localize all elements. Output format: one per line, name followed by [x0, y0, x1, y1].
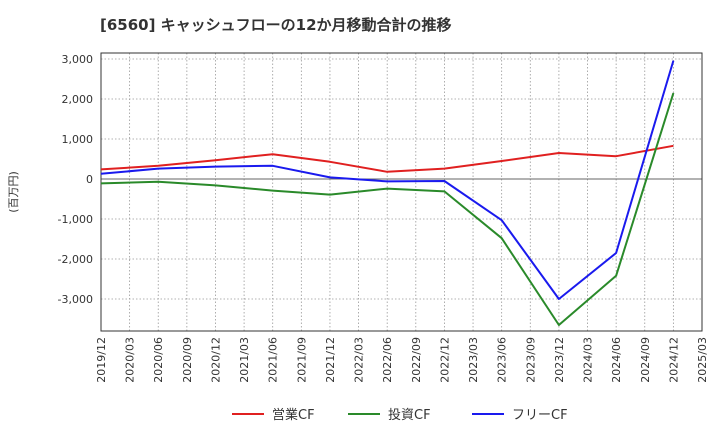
x-tick-label: 2021/12	[324, 337, 337, 383]
x-tick-label: 2024/06	[610, 337, 623, 383]
y-tick-label: -3,000	[58, 293, 93, 306]
y-tick-label: -2,000	[58, 253, 93, 266]
chart-title: [6560] キャッシュフローの12か月移動合計の推移	[100, 16, 452, 34]
x-tick-label: 2021/09	[295, 337, 308, 383]
x-tick-label: 2025/03	[696, 337, 709, 383]
y-tick-label: 2,000	[62, 93, 94, 106]
legend-label-1: 投資CF	[388, 407, 431, 423]
legend: 営業CF 投資CF フリーCF	[232, 407, 568, 423]
y-tick-label: 1,000	[62, 133, 94, 146]
y-axis-label: (百万円)	[7, 171, 20, 213]
plot-frame	[100, 52, 703, 332]
x-tick-label: 2020/12	[209, 337, 222, 383]
y-tick-label: -1,000	[58, 213, 93, 226]
x-tick-label: 2021/03	[238, 337, 251, 383]
x-tick-label: 2022/12	[438, 337, 451, 383]
x-tick-label: 2021/06	[267, 337, 280, 383]
y-tick-label: 3,000	[62, 53, 94, 66]
legend-label-0: 営業CF	[272, 407, 315, 423]
x-tick-label: 2023/03	[467, 337, 480, 383]
x-tick-label: 2019/12	[95, 337, 108, 383]
x-tick-label: 2023/06	[496, 337, 509, 383]
x-tick-label: 2020/06	[152, 337, 165, 383]
x-tick-label: 2022/09	[410, 337, 423, 383]
grid	[100, 53, 703, 331]
x-tick-label: 2024/03	[582, 337, 595, 383]
y-tick-label: 0	[86, 173, 93, 186]
x-tick-label: 2024/12	[667, 337, 680, 383]
x-tick-label: 2023/12	[553, 337, 566, 383]
x-tick-label: 2022/06	[381, 337, 394, 383]
x-tick-label: 2020/09	[181, 337, 194, 383]
x-tick-label: 2024/09	[639, 337, 652, 383]
x-tick-label: 2023/09	[524, 337, 537, 383]
x-axis: 2019/12 2020/03 2020/06 2020/09 2020/12 2021/…	[95, 337, 709, 383]
y-axis: 3,000 2,000 1,000 0 -1,000 -2,000 -3,000	[58, 53, 93, 306]
x-tick-label: 2022/03	[353, 337, 366, 383]
x-tick-label: 2020/03	[124, 337, 137, 383]
series-lines	[100, 60, 675, 326]
legend-label-2: フリーCF	[512, 408, 568, 423]
